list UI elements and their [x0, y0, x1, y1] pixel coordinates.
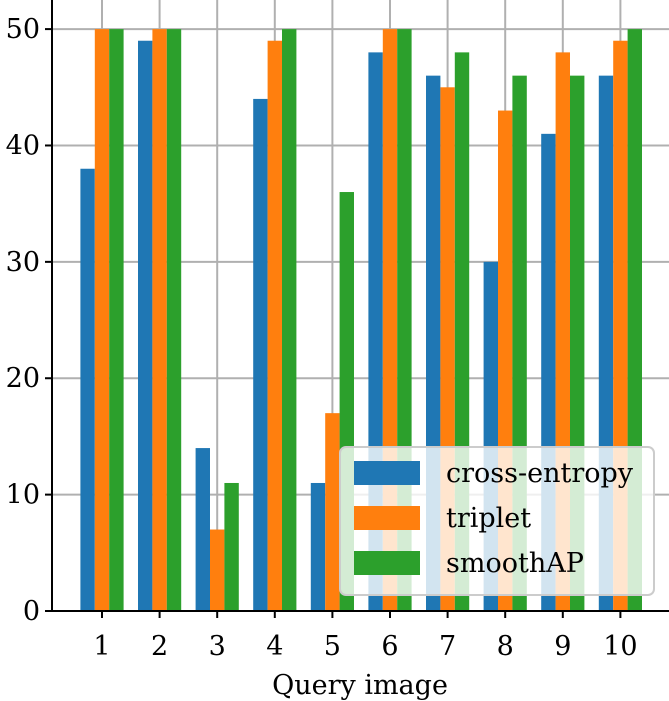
y-tick-label: 50	[6, 14, 40, 45]
tick-labels: 0 10 20 30 40 50 1 2 3 4 5 6 7 8 9 10	[6, 14, 638, 662]
legend-label-triplet: triplet	[446, 503, 531, 534]
bar-cross-entropy-4	[253, 98, 268, 612]
y-tick-label: 30	[6, 247, 40, 278]
y-tick-label: 20	[6, 363, 40, 394]
y-tick-label: 10	[6, 480, 40, 511]
legend-swatch-triplet	[354, 506, 420, 530]
axes	[51, 0, 669, 612]
x-tick-label: 8	[497, 631, 514, 662]
legend-label-cross-entropy: cross-entropy	[446, 458, 634, 489]
legend: cross-entropy triplet smoothAP	[339, 446, 655, 596]
x-tick-label: 1	[93, 631, 110, 662]
x-tick-label: 6	[381, 631, 398, 662]
x-tick-label: 9	[554, 631, 571, 662]
x-tick-label: 2	[151, 631, 168, 662]
x-tick-label: 3	[209, 631, 226, 662]
y-tick-label: 0	[23, 596, 40, 627]
x-tick-label: 10	[603, 631, 637, 662]
x-axis-label: Query image	[272, 670, 448, 701]
x-tick-label: 5	[324, 631, 341, 662]
bar-cross-entropy-5	[310, 482, 326, 611]
bar-cross-entropy-2	[138, 40, 153, 612]
legend-swatch-cross-entropy	[354, 461, 420, 485]
x-tick-label: 7	[439, 631, 456, 662]
x-tick-label: 4	[266, 631, 283, 662]
bar-triplet-4	[267, 40, 282, 612]
bar-smoothAP-3	[224, 482, 239, 611]
legend-swatch-smoothAP	[354, 551, 420, 575]
legend-label-smoothAP: smoothAP	[446, 548, 584, 579]
bar-triplet-3	[210, 529, 225, 611]
bar-cross-entropy-1	[80, 168, 95, 611]
bar-triplet-2	[152, 29, 167, 612]
bar-smoothAP-1	[109, 29, 124, 612]
bar-smoothAP-4	[282, 29, 297, 612]
y-tick-label: 40	[6, 130, 40, 161]
bar-triplet-1	[94, 29, 110, 612]
bar-cross-entropy-3	[195, 448, 210, 611]
bar-triplet-5	[325, 413, 340, 611]
bar-smoothAP-2	[166, 29, 182, 612]
